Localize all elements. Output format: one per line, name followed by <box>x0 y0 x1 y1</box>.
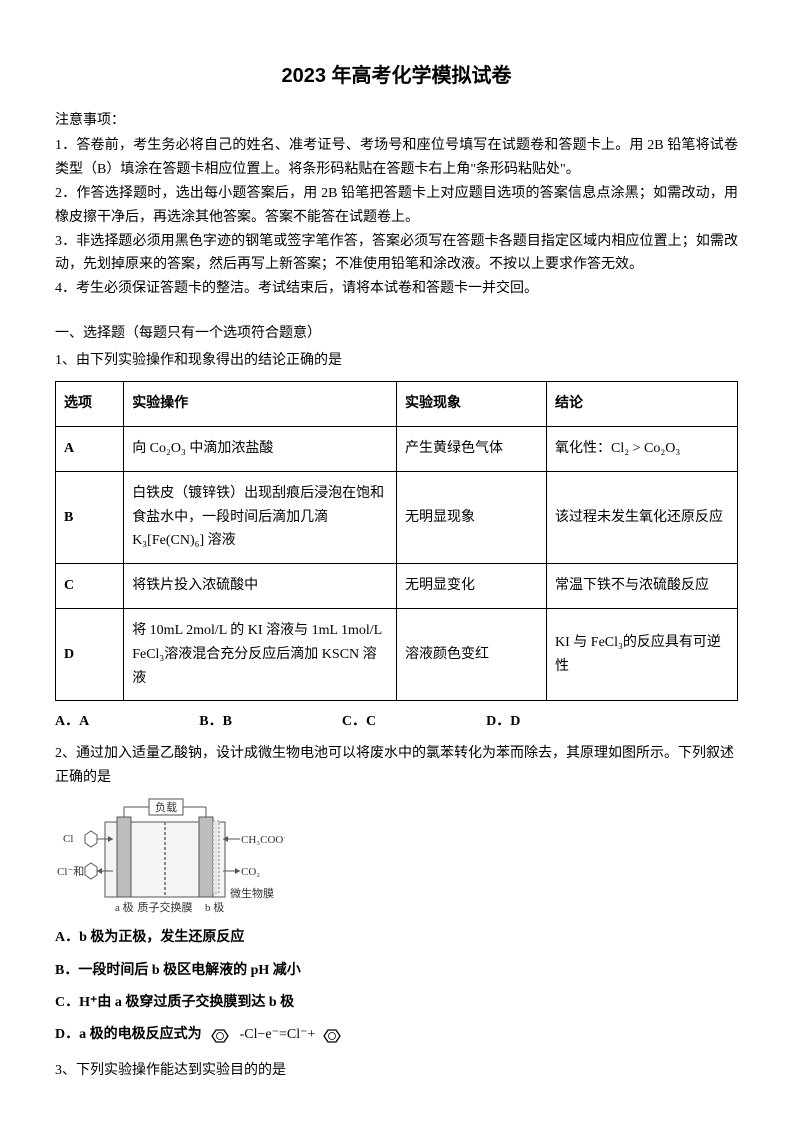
battery-diagram-icon: 负载 Cl Cl⁻和 CH₃COO⁻ CO₂ a 极 质子交换膜 b 极 微生物… <box>55 797 285 917</box>
right-bottom-label: CO₂ <box>241 866 260 878</box>
q2-optd-pre: D．a 极的电极反应式为 <box>55 1024 202 1046</box>
th-operation: 实验操作 <box>124 382 397 427</box>
opt-a-label: A <box>64 441 74 456</box>
opt-d-label: D <box>64 647 74 662</box>
q2-figure: 负载 Cl Cl⁻和 CH₃COO⁻ CO₂ a 极 质子交换膜 b 极 微生物… <box>55 797 738 917</box>
left-bottom-label: Cl⁻和 <box>57 865 84 878</box>
cell-phenomenon-b: 无明显现象 <box>396 471 546 563</box>
table-row: C 将铁片投入浓硫酸中 无明显变化 常温下铁不与浓硫酸反应 <box>56 564 738 609</box>
q2-stem: 2、通过加入适量乙酸钠，设计成微生物电池可以将废水中的氯苯转化为苯而除去，其原理… <box>55 742 738 790</box>
cell-operation-a: 向 Co₂O₃ 中滴加浓盐酸 <box>124 426 397 471</box>
q1-option-d: D．D <box>486 711 520 733</box>
cell-opt-d: D <box>56 608 124 700</box>
right-top-label: CH₃COO⁻ <box>241 834 285 846</box>
q2-option-d: D．a 极的电极反应式为 -Cl−e⁻=Cl⁻+ <box>55 1024 738 1046</box>
th-conclusion: 结论 <box>547 382 738 427</box>
b-pole-label: b 极 <box>205 900 224 914</box>
q1-option-a: A．A <box>55 711 89 733</box>
instruction-2: 2．作答选择题时，选出每小题答案后，用 2B 铅笔把答题卡上对应题目选项的答案信… <box>55 182 738 230</box>
th-option: 选项 <box>56 382 124 427</box>
q2-option-c: C．H⁺由 a 极穿过质子交换膜到达 b 极 <box>55 992 738 1014</box>
q2-option-b: B．一段时间后 b 极区电解液的 pH 减小 <box>55 960 738 982</box>
load-label: 负载 <box>155 800 177 814</box>
bio-label: 微生物膜 <box>230 886 274 900</box>
instructions-heading: 注意事项： <box>55 110 738 132</box>
left-top-label: Cl <box>63 833 73 845</box>
page-title: 2023 年高考化学模拟试卷 <box>55 60 738 92</box>
table-row: D 将 10mL 2mol/L 的 KI 溶液与 1mL 1mol/L FeCl… <box>56 608 738 700</box>
q3-stem: 3、下列实验操作能达到实验目的的是 <box>55 1059 738 1083</box>
cell-conclusion-d: KI 与 FeCl₃的反应具有可逆性 <box>547 608 738 700</box>
instruction-4: 4．考生必须保证答题卡的整洁。考试结束后，请将本试卷和答题卡一并交回。 <box>55 277 738 301</box>
a-pole-label: a 极 <box>115 900 134 914</box>
th-phenomenon: 实验现象 <box>396 382 546 427</box>
table-row: A 向 Co₂O₃ 中滴加浓盐酸 产生黄绿色气体 氧化性：Cl₂ > Co₂O₃ <box>56 426 738 471</box>
section-1-heading: 一、选择题（每题只有一个选项符合题意） <box>55 323 738 345</box>
cell-conclusion-b: 该过程未发生氧化还原反应 <box>547 471 738 563</box>
benzene-cl-icon <box>206 1025 236 1047</box>
cell-opt-c: C <box>56 564 124 609</box>
membrane-label: 质子交换膜 <box>138 900 193 914</box>
cell-conclusion-a: 氧化性：Cl₂ > Co₂O₃ <box>547 426 738 471</box>
cell-operation-c: 将铁片投入浓硫酸中 <box>124 564 397 609</box>
cell-phenomenon-c: 无明显变化 <box>396 564 546 609</box>
q1-table: 选项 实验操作 实验现象 结论 A 向 Co₂O₃ 中滴加浓盐酸 产生黄绿色气体… <box>55 381 738 701</box>
cell-opt-b: B <box>56 471 124 563</box>
cell-operation-b: 白铁皮（镀锌铁）出现刮痕后浸泡在饱和食盐水中，一段时间后滴加几滴 K₃[Fe(C… <box>124 471 397 563</box>
q1-stem: 1、由下列实验操作和现象得出的结论正确的是 <box>55 349 738 373</box>
cell-phenomenon-d: 溶液颜色变红 <box>396 608 546 700</box>
table-header-row: 选项 实验操作 实验现象 结论 <box>56 382 738 427</box>
cell-opt-a: A <box>56 426 124 471</box>
q2-optd-mid: -Cl−e⁻=Cl⁻+ <box>240 1024 316 1046</box>
benzene-icon <box>319 1025 345 1047</box>
table-row: B 白铁皮（镀锌铁）出现刮痕后浸泡在饱和食盐水中，一段时间后滴加几滴 K₃[Fe… <box>56 471 738 563</box>
q1-option-c: C．C <box>342 711 376 733</box>
instruction-3: 3．非选择题必须用黑色字迹的钢笔或签字笔作答，答案必须写在答题卡各题目指定区域内… <box>55 230 738 278</box>
q1-option-b: B．B <box>199 711 232 733</box>
opt-c-label: C <box>64 578 74 593</box>
cell-phenomenon-a: 产生黄绿色气体 <box>396 426 546 471</box>
instruction-1: 1．答卷前，考生务必将自己的姓名、准考证号、考场号和座位号填写在试题卷和答题卡上… <box>55 134 738 182</box>
cell-conclusion-c: 常温下铁不与浓硫酸反应 <box>547 564 738 609</box>
opt-b-label: B <box>64 510 73 525</box>
cell-operation-d: 将 10mL 2mol/L 的 KI 溶液与 1mL 1mol/L FeCl₃溶… <box>124 608 397 700</box>
q1-options: A．A B．B C．C D．D <box>55 711 738 733</box>
q2-option-a: A．b 极为正极，发生还原反应 <box>55 927 738 949</box>
